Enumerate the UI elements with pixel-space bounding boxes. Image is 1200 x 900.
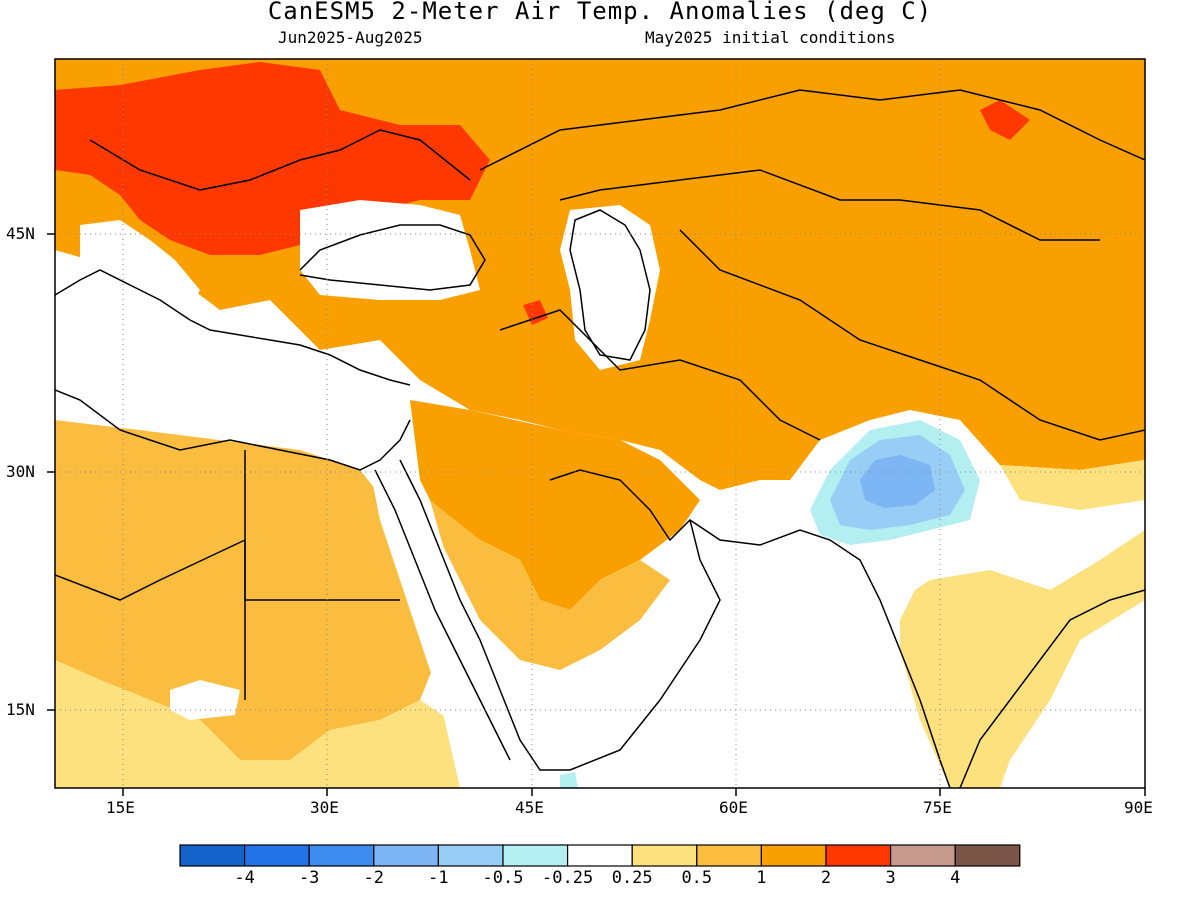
colorbar-swatch bbox=[179, 844, 246, 867]
colorbar-swatch bbox=[889, 844, 956, 867]
colorbar-tick-label: 0.25 bbox=[611, 868, 653, 888]
neutral-region-balkans bbox=[80, 220, 200, 310]
colorbar-tick-label: -3 bbox=[298, 868, 320, 888]
colorbar-tick-label: 3 bbox=[885, 868, 896, 888]
colorbar-swatch bbox=[502, 844, 569, 867]
colorbar-tick-label: 4 bbox=[950, 868, 961, 888]
border-kazakh bbox=[559, 169, 1100, 241]
anomaly-region-0.25-0.5-africa bbox=[55, 660, 470, 788]
colorbar-tick-label: -0.5 bbox=[482, 868, 524, 888]
anomaly-region-2-3-mongolia bbox=[980, 100, 1030, 140]
lon-tick-label: 75E bbox=[923, 798, 952, 817]
lon-tick-label: 60E bbox=[719, 798, 748, 817]
colorbar-tick-label: 2 bbox=[820, 868, 832, 888]
colorbar-swatch bbox=[566, 844, 633, 867]
chart-title: CanESM5 2-Meter Air Temp. Anomalies (deg… bbox=[267, 0, 933, 25]
coastline-caspian bbox=[569, 209, 651, 361]
colorbar-tick-label: -2 bbox=[363, 868, 385, 888]
graticule bbox=[55, 59, 1145, 788]
colorbar-tick-label: -0.25 bbox=[542, 868, 594, 888]
border-asia-2 bbox=[679, 229, 1145, 441]
colorbar-swatch bbox=[760, 844, 827, 867]
lon-tick-label: 30E bbox=[310, 798, 339, 817]
colorbar-tick-label: -4 bbox=[234, 868, 255, 888]
initial-conditions: May2025 initial conditions bbox=[645, 28, 896, 47]
lat-tick-label: 30N bbox=[6, 462, 35, 481]
border-asia-1 bbox=[499, 309, 821, 441]
anomaly-region-neg-aden bbox=[560, 772, 578, 788]
colorbar-swatch bbox=[308, 844, 375, 867]
colorbar-tick-label: 0.5 bbox=[681, 868, 713, 888]
lon-tick-label: 15E bbox=[106, 798, 135, 817]
lat-tick-label: 45N bbox=[6, 224, 35, 243]
coastline-red-sea-e bbox=[399, 459, 721, 771]
lon-tick-label: 90E bbox=[1124, 798, 1153, 817]
colorbar bbox=[179, 844, 1021, 867]
anomaly-region-0.5-1-africa bbox=[55, 420, 440, 760]
colorbar-tick-label: -1 bbox=[428, 868, 449, 888]
anomaly-region-0.25-0.5-tibet bbox=[1000, 460, 1145, 510]
neutral-region-gulf-india bbox=[600, 520, 940, 788]
anomaly-region-2-3-caucasus bbox=[523, 300, 548, 325]
coastlines bbox=[55, 89, 1145, 788]
lat-tick-label: 15N bbox=[6, 700, 35, 719]
anomaly-region-0.5-1-arabia bbox=[430, 500, 670, 670]
colorbar-tick-label: 1 bbox=[756, 868, 767, 888]
colorbar-swatch bbox=[373, 844, 439, 867]
coastline-black-sea bbox=[299, 224, 486, 291]
coastline-india-east bbox=[959, 589, 1145, 788]
neutral-region-africa-patch bbox=[170, 680, 240, 720]
colorbar-swatch bbox=[825, 844, 892, 867]
coastline-med-north bbox=[55, 269, 411, 386]
lon-tick-label: 45E bbox=[515, 798, 544, 817]
anomaly-region-0.25-0.5-india bbox=[900, 530, 1145, 788]
coastline-red-sea-w bbox=[374, 469, 511, 761]
axis-ticks bbox=[47, 233, 1146, 796]
border-africa-2 bbox=[244, 450, 400, 601]
border-russia bbox=[479, 89, 1145, 171]
map-frame bbox=[54, 58, 1146, 789]
colorbar-swatch bbox=[696, 844, 762, 867]
coastline-persian-gulf bbox=[549, 469, 951, 788]
border-europe bbox=[89, 129, 471, 191]
colorbar-swatch bbox=[437, 844, 504, 867]
coastline-med-south bbox=[55, 389, 411, 471]
colorbar-swatch bbox=[954, 844, 1021, 867]
anomaly-region-1-2-arabia bbox=[410, 400, 700, 610]
colorbar-swatch bbox=[631, 844, 698, 867]
colorbar-swatch bbox=[244, 844, 310, 867]
forecast-period: Jun2025-Aug2025 bbox=[278, 28, 423, 47]
anomaly-region-neg-pakistan-strong bbox=[860, 455, 935, 508]
neutral-region-mediterranean bbox=[55, 290, 410, 440]
